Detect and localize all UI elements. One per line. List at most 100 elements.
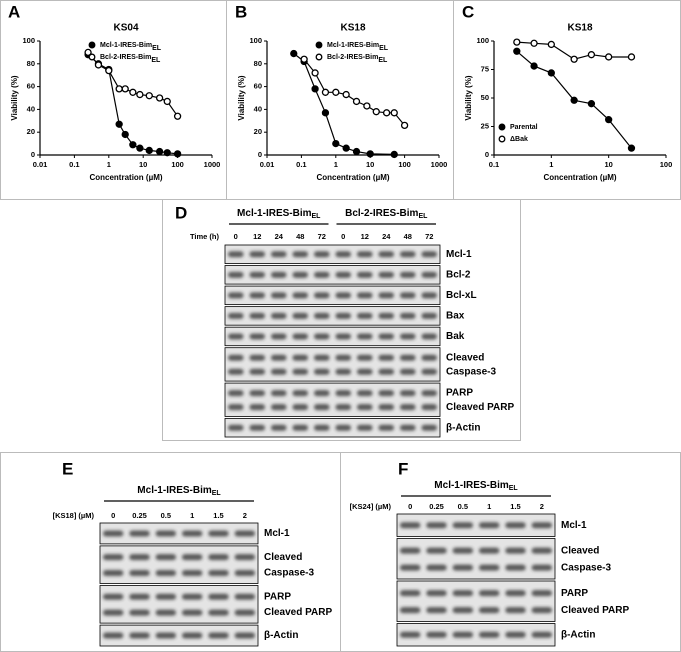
lane-label: 0.25 <box>132 511 147 520</box>
lane-label: 0 <box>111 511 115 520</box>
data-point <box>627 53 636 61</box>
band <box>452 590 473 597</box>
band <box>421 292 437 299</box>
band <box>426 607 447 614</box>
band <box>314 354 330 361</box>
data-point <box>372 108 380 116</box>
lane-label: 12 <box>361 232 369 241</box>
lane-label: 1 <box>190 511 194 520</box>
data-point <box>332 88 340 96</box>
data-point <box>513 47 521 55</box>
data-point <box>352 97 361 106</box>
data-point <box>115 120 123 128</box>
data-point <box>121 85 129 93</box>
data-point <box>605 53 613 61</box>
band <box>378 251 394 258</box>
band <box>155 569 176 576</box>
legend-marker <box>498 123 506 131</box>
band <box>531 631 552 638</box>
lane-title: [KS24] (µM) <box>350 502 392 511</box>
legend-marker <box>88 53 96 61</box>
band <box>335 333 351 340</box>
x-axis-label: Concentration (µM) <box>89 173 162 182</box>
band <box>234 530 255 537</box>
data-point <box>145 146 153 155</box>
y-axis-label: Viability (%) <box>237 75 246 121</box>
data-point <box>530 62 538 70</box>
band <box>400 590 421 597</box>
row-label: Bcl-xL <box>446 290 477 301</box>
lane-label: 0.5 <box>458 502 468 511</box>
band <box>292 271 308 278</box>
band <box>249 292 265 299</box>
legend-label-main: Parental <box>510 124 538 131</box>
band <box>271 251 287 258</box>
band <box>400 271 416 278</box>
band <box>155 632 176 639</box>
row-label: PARP <box>561 588 588 599</box>
x-tick-label: 10 <box>604 160 612 169</box>
band <box>208 593 229 600</box>
row-label: Cleaved PARP <box>561 605 630 616</box>
band <box>271 333 287 340</box>
band <box>378 390 394 397</box>
y-tick-label: 25 <box>481 121 489 130</box>
band <box>292 424 308 431</box>
lane-label: 0.25 <box>429 502 444 511</box>
band <box>271 354 287 361</box>
blot-strip <box>396 513 556 537</box>
data-point <box>382 109 391 117</box>
y-tick-label: 60 <box>254 82 262 91</box>
band <box>531 590 552 597</box>
band <box>505 607 526 614</box>
lane-label: 2 <box>243 511 247 520</box>
x-tick-label: 1 <box>334 160 338 169</box>
row-label: Caspase-3 <box>446 366 496 377</box>
legend-label-main: Bcl-2-IRES-Bim <box>100 54 151 61</box>
band <box>228 292 244 299</box>
y-tick-label: 100 <box>249 36 262 45</box>
band <box>378 333 394 340</box>
data-point <box>84 48 92 57</box>
band <box>228 312 244 319</box>
band <box>129 569 150 576</box>
panel-letter: E <box>62 459 73 478</box>
row-label: PARP <box>446 388 473 399</box>
data-point <box>311 69 319 77</box>
band <box>505 631 526 638</box>
legend-label-main: Bcl-2-IRES-Bim <box>327 54 378 61</box>
data-point <box>342 90 350 99</box>
x-tick-label: 100 <box>660 160 673 169</box>
y-tick-label: 100 <box>476 36 489 45</box>
x-tick-label: 1000 <box>431 160 448 169</box>
band <box>228 404 244 411</box>
y-tick-label: 20 <box>254 127 262 136</box>
data-point <box>290 49 298 58</box>
band <box>421 404 437 411</box>
data-point <box>513 38 521 46</box>
lane-label: 72 <box>425 232 433 241</box>
row-label: β-Actin <box>264 630 298 641</box>
band <box>479 522 500 529</box>
band <box>335 354 351 361</box>
x-axis-label: Concentration (µM) <box>316 173 389 182</box>
band <box>421 251 437 258</box>
row-label: Mcl-1 <box>264 528 290 539</box>
band <box>479 607 500 614</box>
data-point <box>587 100 596 108</box>
legend-label-subscript: EL <box>151 57 161 64</box>
panel-letter: C <box>462 2 474 21</box>
band <box>400 404 416 411</box>
band <box>400 547 421 554</box>
band <box>452 547 473 554</box>
band <box>452 564 473 571</box>
band <box>357 354 373 361</box>
band <box>129 609 150 616</box>
blot-strip <box>224 326 441 347</box>
chart-title: KS18 <box>567 23 592 34</box>
data-point <box>163 149 171 157</box>
lane-label: 24 <box>382 232 391 241</box>
row-label: Bax <box>446 311 465 322</box>
band <box>271 404 287 411</box>
